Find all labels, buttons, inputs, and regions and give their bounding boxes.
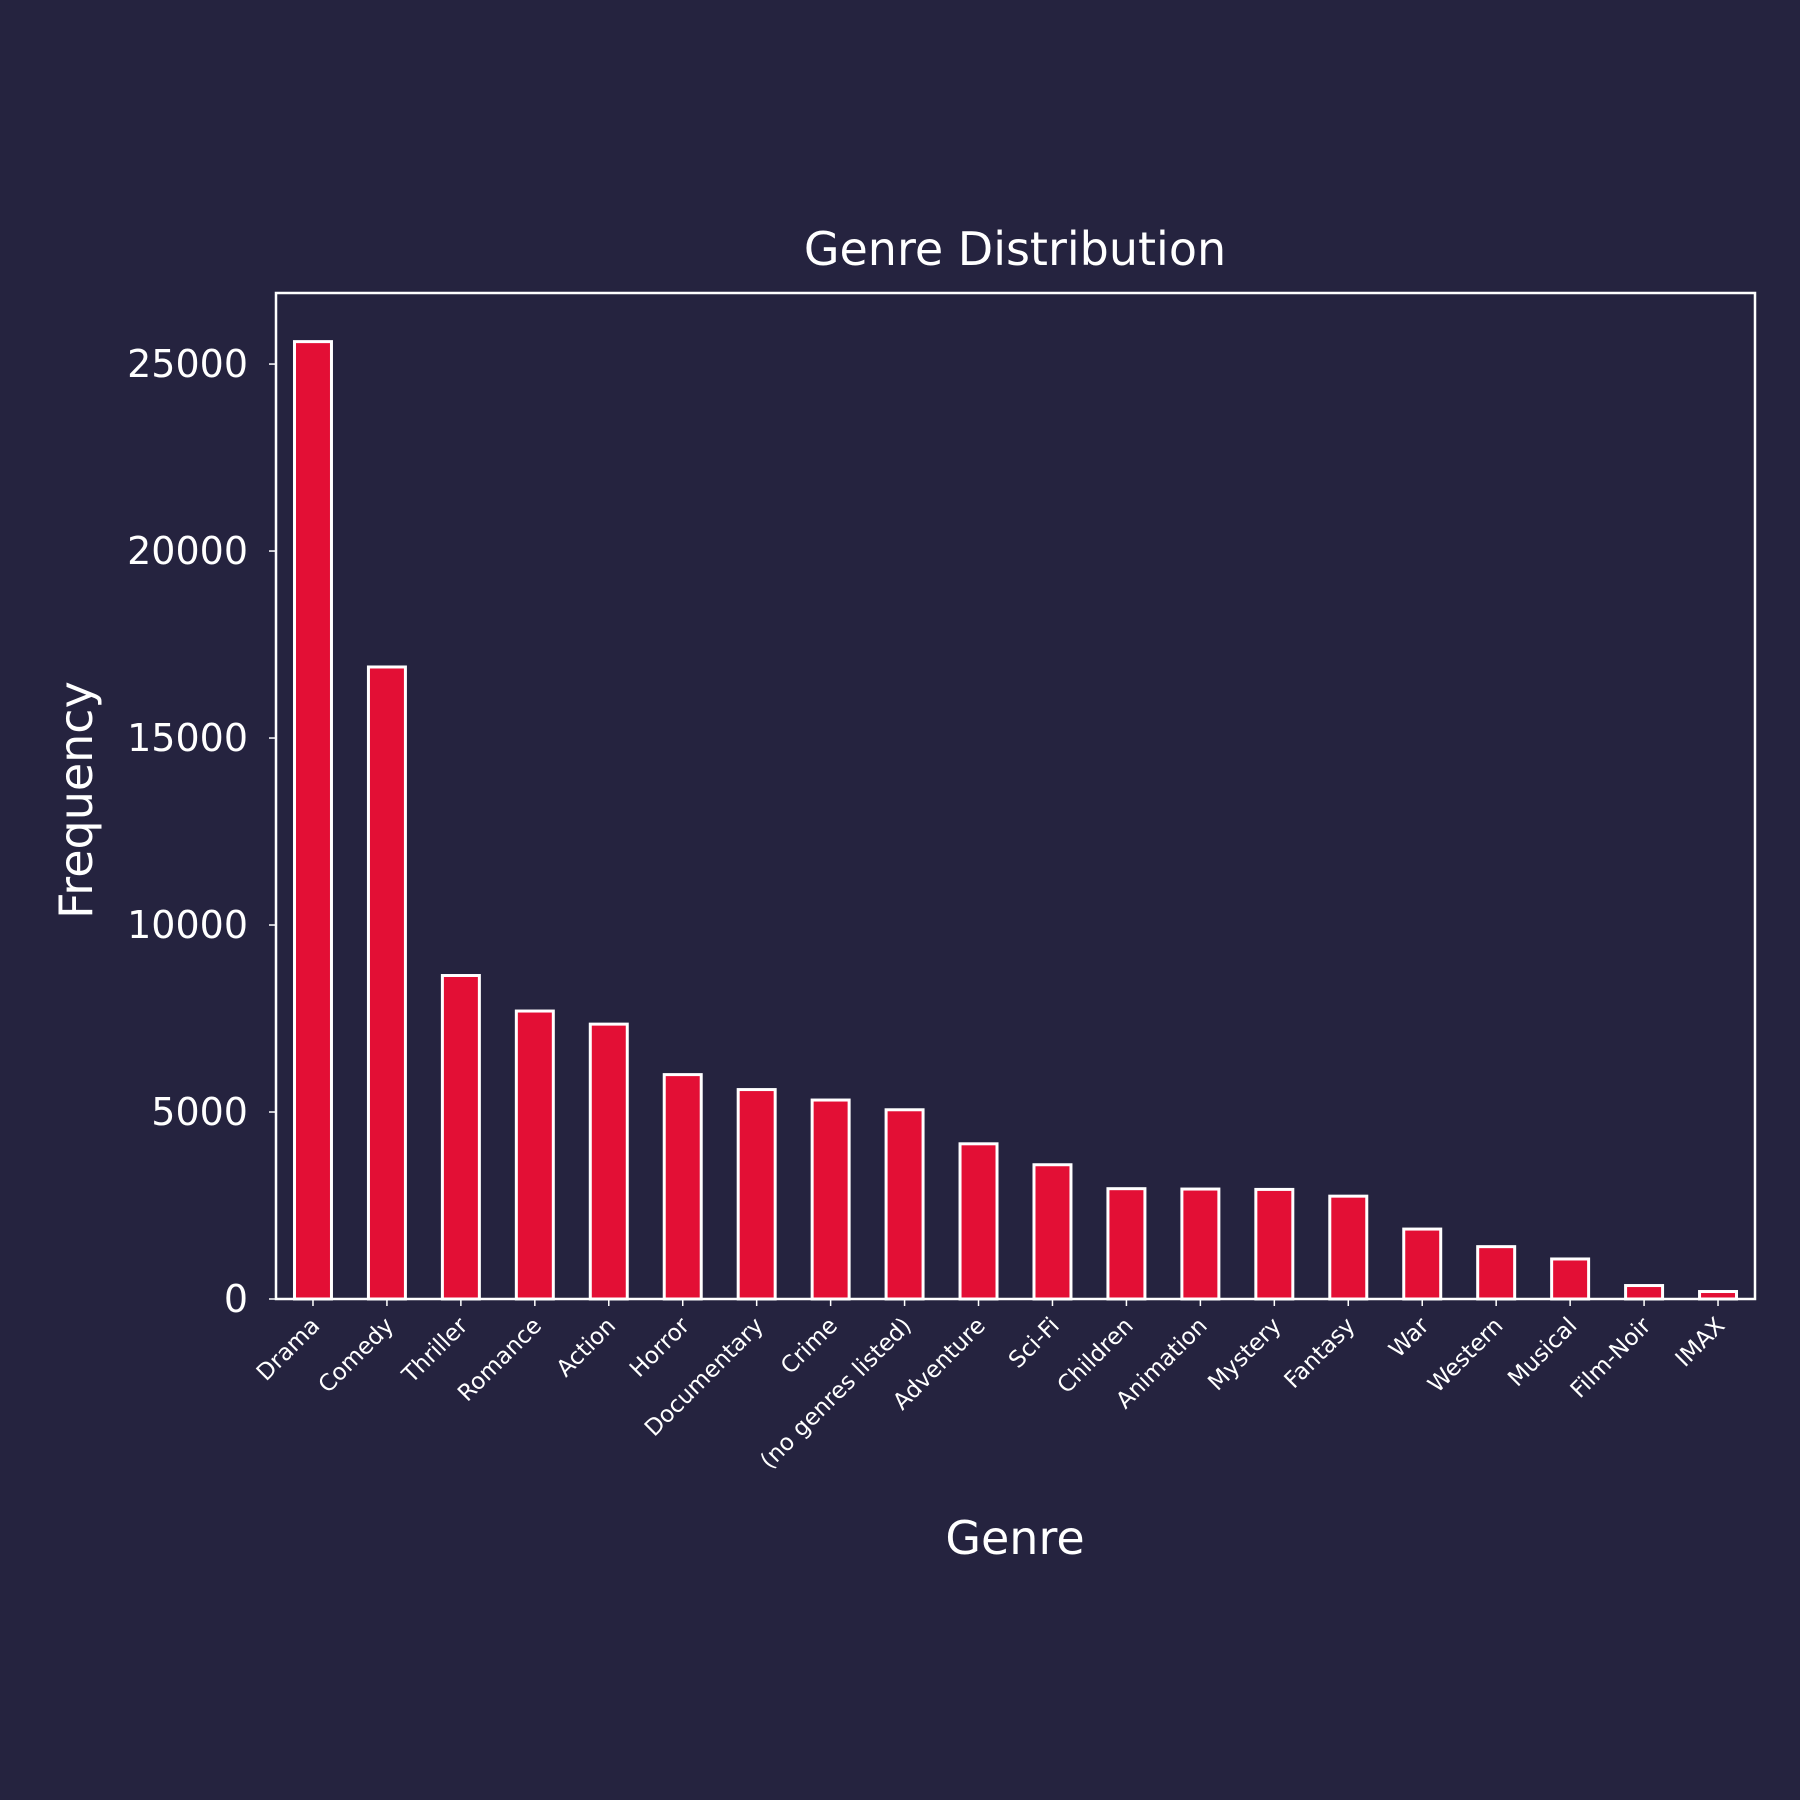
- bar-sci-fi: [1032, 1163, 1073, 1301]
- y-axis-label: Frequency: [49, 681, 103, 919]
- bar-animation: [1180, 1187, 1221, 1301]
- bar-drama: [292, 340, 333, 1301]
- bar-action: [588, 1022, 629, 1301]
- y-tick-label: 20000: [127, 529, 248, 573]
- bar-mystery: [1254, 1187, 1295, 1301]
- y-axis-ticks: 0 5000 10000 15000 20000 25000: [127, 342, 276, 1321]
- bar-crime: [810, 1098, 851, 1301]
- bar-romance: [514, 1009, 555, 1301]
- bar-comedy: [366, 665, 407, 1301]
- bar-adventure: [958, 1142, 999, 1301]
- bar-musical: [1550, 1257, 1591, 1301]
- bar-film-noir: [1624, 1284, 1665, 1301]
- y-tick-label: 0: [224, 1277, 248, 1321]
- y-tick-label: 5000: [151, 1090, 248, 1134]
- bar-thriller: [440, 974, 481, 1301]
- bar-western: [1476, 1245, 1517, 1301]
- plot-frame: [274, 291, 1757, 1301]
- bar-horror: [662, 1073, 703, 1301]
- y-tick-label: 15000: [127, 716, 248, 760]
- bar-no-genres-listed: [884, 1108, 925, 1301]
- chart-title: Genre Distribution: [804, 222, 1226, 276]
- y-tick-label: 10000: [127, 903, 248, 947]
- bar-children: [1106, 1187, 1147, 1301]
- bar-documentary: [736, 1088, 777, 1301]
- bar-war: [1402, 1227, 1443, 1301]
- bar-group: [292, 340, 1739, 1301]
- x-axis-label: Genre: [945, 1511, 1084, 1565]
- bar-fantasy: [1328, 1194, 1369, 1301]
- y-tick-label: 25000: [127, 342, 248, 386]
